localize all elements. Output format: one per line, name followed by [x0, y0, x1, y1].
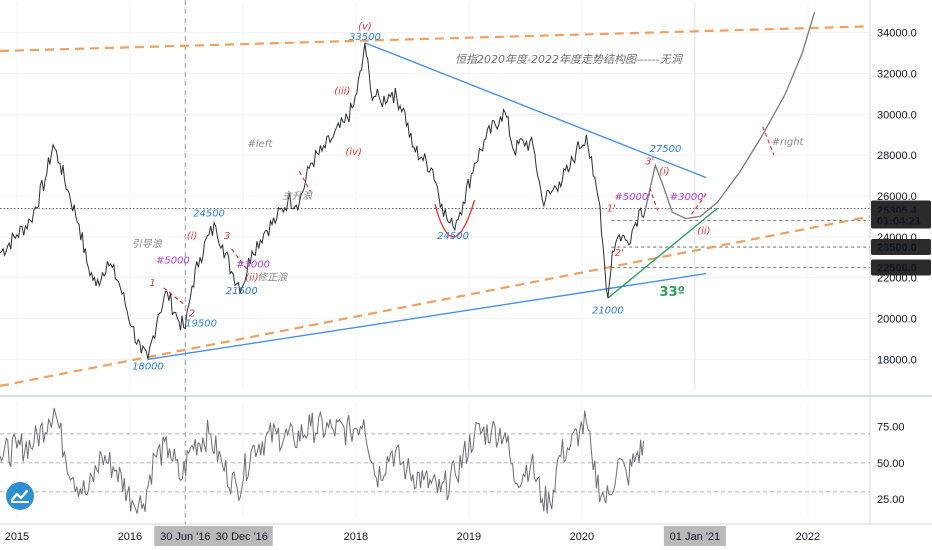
price-axis: 18000.020000.022000.024000.026000.028000… [871, 28, 931, 506]
trend-line-trend-upper [364, 42, 707, 179]
price-marker-label: 22500.0 [877, 262, 917, 274]
annotation-label: (i) [659, 167, 670, 178]
annotation-label: 3' [645, 156, 654, 167]
annotation-label: #3000' [670, 192, 707, 203]
wave-mark [762, 126, 775, 156]
annotation-label: 27500 [650, 144, 682, 155]
trend-line-trend-lower [147, 272, 707, 361]
projection-curve [644, 12, 816, 220]
annotation-label: 24500 [437, 231, 469, 242]
trend-line-orange-upper [0, 25, 865, 53]
price-tick-label: 18000.0 [877, 354, 917, 366]
time-marker-label: 30 Jun '16 [160, 531, 210, 543]
annotation-label: #5000 [156, 255, 190, 266]
price-tick-label: 22000.0 [877, 273, 917, 285]
annotation-label: 24500 [193, 208, 225, 219]
price-series [0, 42, 646, 360]
price-tick-label: 32000.0 [877, 68, 917, 80]
annotation-label: 21500 [226, 286, 258, 297]
annotation-label: 2' [615, 248, 624, 259]
annotation-label: 3 [224, 231, 230, 242]
wave-mark [649, 187, 659, 211]
time-tick-label: 2019 [457, 531, 481, 543]
annotations: (v)33500 (iii) (iv) #left 主升浪 24500 (i) 3 引导浪 #50… [132, 22, 805, 373]
time-tick-label: 2018 [344, 531, 368, 543]
time-tick-label: 2020 [570, 531, 594, 543]
annotation-label: (ii) [245, 273, 258, 284]
annotation-label: 修正浪 [257, 272, 288, 284]
wave-mark [298, 171, 312, 193]
wave-mark [231, 248, 250, 272]
time-tick-label: 2015 [5, 531, 29, 543]
tradingview-logo[interactable] [6, 482, 34, 510]
trend-lines [0, 25, 871, 387]
annotation-label: 33º [660, 285, 685, 300]
wave-mark [163, 287, 187, 307]
annotation-label: 21000 [592, 305, 624, 316]
annotation-label: 1 [149, 278, 155, 289]
annotation-label: 2 [189, 308, 195, 319]
annotation-label: 主升浪 [282, 190, 313, 202]
price-tick-label: 28000.0 [877, 150, 917, 162]
price-marker-box [871, 239, 931, 256]
annotation-label: (iv) [345, 147, 362, 158]
time-tick-label: 2016 [118, 531, 142, 543]
price-marker-box [871, 259, 931, 276]
annotation-label: #left [247, 139, 273, 150]
price-tick-label: 26000.0 [877, 191, 917, 203]
price-marker-label: 23500.0 [877, 242, 917, 254]
time-marker-box [663, 526, 726, 546]
rsi-tick-label: 50.00 [877, 458, 905, 470]
trend-line-orange-lower [0, 215, 871, 387]
annotation-label: 1' [607, 203, 616, 214]
annotation-label: 33500 [349, 32, 381, 43]
annotation-label: #3000 [236, 259, 270, 270]
annotation-label: (i) [187, 231, 198, 242]
trend-line-green-line [607, 207, 718, 299]
annotation-label: (ii) [697, 226, 710, 237]
time-marker-box [154, 526, 217, 546]
rsi-tick-label: 25.00 [877, 494, 905, 506]
price-tick-label: 20000.0 [877, 314, 917, 326]
cloud-chart-icon [10, 489, 29, 503]
bottom-arc [434, 199, 476, 238]
rsi-panel [0, 407, 870, 514]
rsi-line [0, 407, 645, 514]
rsi-tick-label: 75.00 [877, 422, 905, 434]
annotation-label: (v) [358, 22, 372, 33]
price-tick-label: 30000.0 [877, 109, 917, 121]
wave-markers [163, 126, 775, 307]
price-marker-label: 01:04:21 [877, 216, 921, 228]
price-line [0, 42, 646, 360]
annotation-label: 18000 [132, 362, 164, 373]
annotation-label: #5000' [614, 192, 651, 203]
time-axis: 201520162017201820192020202230 Jun '1630… [5, 526, 820, 546]
time-tick-label: 2022 [796, 531, 820, 543]
time-marker-label: 01 Jan '21 [670, 531, 720, 543]
projection-path [434, 12, 816, 238]
time-marker-label: 30 Dec '16 [216, 531, 268, 543]
annotation-label: 引导浪 [132, 238, 163, 250]
plot-grid [0, 0, 932, 525]
annotation-label: (iii) [334, 86, 350, 97]
price-tick-label: 34000.0 [877, 28, 917, 40]
annotation-label: #right [772, 137, 805, 148]
price-marker-box [871, 212, 931, 229]
chart-title: 恒指2020年度-2022年度走势结构图------无洞 [455, 53, 684, 66]
time-marker-box [210, 526, 273, 546]
annotation-label: 19500 [185, 319, 217, 330]
